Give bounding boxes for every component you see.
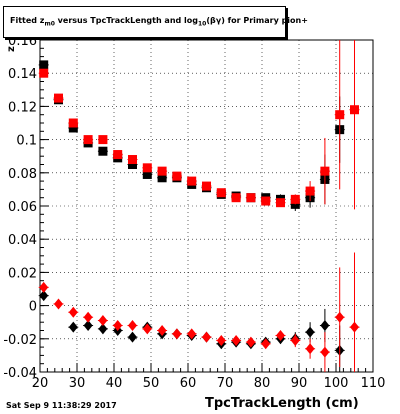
data-point-diamond bbox=[350, 321, 359, 333]
data-point-square bbox=[290, 194, 300, 204]
data-point-square bbox=[68, 118, 78, 128]
data-point-square bbox=[157, 166, 167, 176]
data-point-square bbox=[39, 60, 49, 70]
y-tick-label: 0.1 bbox=[16, 134, 37, 149]
data-point-square bbox=[98, 146, 108, 156]
title-sub-10: 10 bbox=[198, 20, 207, 28]
data-point-diamond bbox=[68, 306, 78, 318]
x-tick-label: 100 bbox=[324, 376, 349, 391]
data-point-diamond bbox=[187, 328, 197, 340]
data-point-square bbox=[54, 93, 63, 103]
data-point-diamond bbox=[98, 323, 108, 335]
data-point-square bbox=[142, 163, 152, 173]
data-point-square bbox=[261, 196, 271, 206]
data-point-diamond bbox=[128, 331, 137, 343]
data-point-diamond bbox=[39, 290, 49, 302]
y-tick-label: 0.04 bbox=[8, 233, 37, 248]
plot-frame bbox=[39, 39, 374, 373]
data-point-diamond bbox=[261, 338, 271, 350]
y-tick-label: 0.14 bbox=[8, 67, 37, 82]
title-sub-m0: m0 bbox=[44, 20, 55, 28]
data-point-diamond bbox=[202, 331, 211, 343]
y-tick-label: -0.02 bbox=[3, 333, 37, 348]
data-point-square bbox=[202, 181, 211, 191]
data-point-square bbox=[128, 155, 137, 165]
data-point-square bbox=[216, 188, 226, 198]
y-tick-label: -0.04 bbox=[3, 366, 37, 381]
x-tick-label: 80 bbox=[254, 376, 271, 391]
x-axis-label: TpcTrackLength (cm) bbox=[205, 396, 359, 411]
title-suffix: (βγ) for Primary pion+ bbox=[206, 16, 308, 25]
chart-title-box: Fitted zm0 versus TpcTrackLength and log… bbox=[3, 6, 308, 38]
y-axis-label: z bbox=[6, 46, 17, 52]
data-point-diamond bbox=[54, 298, 63, 310]
data-point-diamond bbox=[290, 334, 300, 346]
data-point-square bbox=[187, 176, 197, 186]
data-point-square bbox=[128, 160, 137, 169]
title-middle: versus TpcTrackLength and log bbox=[54, 16, 198, 25]
data-point-diamond bbox=[276, 329, 285, 341]
data-point-diamond bbox=[113, 320, 123, 332]
data-point-diamond bbox=[305, 326, 315, 338]
data-point-diamond bbox=[320, 320, 330, 332]
data-point-diamond bbox=[335, 311, 345, 323]
x-tick-label: 110 bbox=[361, 376, 386, 391]
data-point-diamond bbox=[216, 334, 226, 346]
data-point-diamond bbox=[231, 334, 241, 346]
data-point-square bbox=[39, 68, 49, 78]
title-prefix: Fitted z bbox=[10, 16, 45, 25]
y-tick-label: 0 bbox=[29, 300, 37, 315]
data-point-square bbox=[98, 135, 108, 145]
x-tick-label: 40 bbox=[106, 376, 123, 391]
data-point-square bbox=[157, 173, 167, 183]
x-tick-label: 30 bbox=[69, 376, 86, 391]
data-point-square bbox=[276, 198, 285, 208]
data-point-square bbox=[335, 110, 345, 120]
x-tick-label: 20 bbox=[32, 376, 49, 391]
data-point-diamond bbox=[128, 320, 137, 332]
y-tick-label: 0.12 bbox=[8, 100, 37, 115]
data-point-diamond bbox=[157, 325, 167, 336]
chart-title: Fitted zm0 versus TpcTrackLength and log… bbox=[10, 16, 308, 28]
data-point-square bbox=[172, 171, 182, 181]
data-point-diamond bbox=[246, 336, 256, 348]
x-tick-label: 50 bbox=[143, 376, 160, 391]
data-point-diamond bbox=[320, 346, 330, 358]
y-tick-label: 0.02 bbox=[8, 266, 37, 281]
data-point-square bbox=[246, 193, 256, 203]
data-point-diamond bbox=[142, 323, 152, 335]
data-point-square bbox=[320, 166, 330, 176]
data-point-square bbox=[113, 150, 123, 160]
x-tick-label: 70 bbox=[217, 376, 234, 391]
y-tick-label: 0.08 bbox=[8, 167, 37, 182]
data-point-square bbox=[83, 135, 93, 145]
x-tick-label: 90 bbox=[291, 376, 308, 391]
data-point-square bbox=[68, 123, 78, 133]
data-point-diamond bbox=[305, 343, 315, 355]
data-point-diamond bbox=[39, 281, 49, 293]
x-tick-label: 60 bbox=[180, 376, 197, 391]
data-point-diamond bbox=[83, 320, 93, 332]
data-point-square bbox=[350, 105, 359, 115]
timestamp: Sat Sep 9 11:38:29 2017 bbox=[6, 401, 117, 410]
data-point-square bbox=[305, 186, 315, 196]
data-point-square bbox=[231, 193, 241, 203]
data-point-diamond bbox=[172, 328, 182, 340]
data-point-diamond bbox=[83, 311, 93, 323]
data-point-diamond bbox=[68, 321, 78, 333]
data-point-diamond bbox=[98, 315, 108, 327]
y-tick-label: 0.06 bbox=[8, 200, 37, 215]
data-point-square bbox=[142, 169, 152, 179]
